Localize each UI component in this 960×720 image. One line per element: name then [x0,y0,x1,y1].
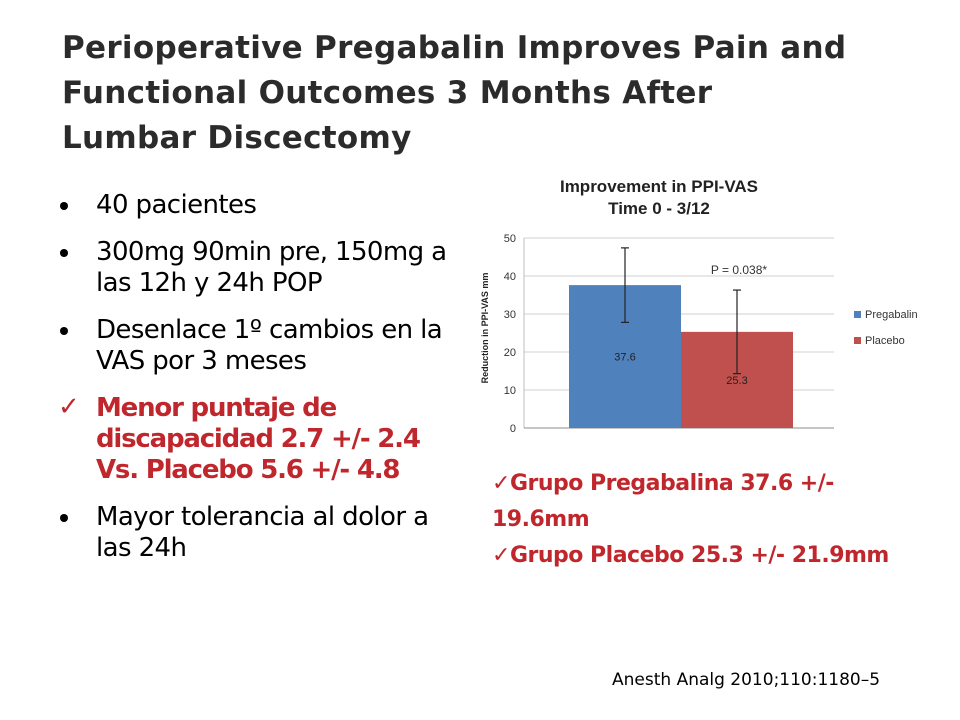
result-item: ✓Grupo Pregabalina 37.6 +/- 19.6mm [492,466,892,538]
plot-area: 0 10 20 30 40 50 37.6 25.3 P = 0.038* [504,233,834,435]
bullet-item: Desenlace 1º cambios en la VAS por 3 mes… [58,315,468,377]
bar-chart: Improvement in PPI-VAS Time 0 - 3/12 Red… [480,177,918,435]
legend-swatch [854,311,861,318]
data-label: 25.3 [726,375,747,387]
title-line-1: Perioperative Pregabalin Improves Pain a… [62,30,847,66]
bullet-text: 40 pacientes [96,190,257,220]
checkmark-icon: ✓ [492,471,510,496]
chart-title-line-1: Improvement in PPI-VAS [560,177,758,196]
bullet-text: Menor puntaje de discapacidad 2.7 +/- 2.… [96,393,421,485]
result-item: ✓Grupo Placebo 25.3 +/- 21.9mm [492,538,892,574]
chart-title-line-2: Time 0 - 3/12 [608,199,710,218]
y-tick-label: 30 [504,309,516,321]
y-tick-label: 40 [504,271,516,283]
y-axis-label: Reduction in PPI-VAS mm [480,273,490,384]
checkmark-icon: ✓ [492,543,510,568]
citation: Anesth Analg 2010;110:1180–5 [612,670,881,690]
bullet-item: 40 pacientes [58,190,468,221]
chart-legend: Pregabalin Placebo [854,309,918,347]
data-label: 37.6 [614,352,635,364]
result-text: Grupo Placebo 25.3 +/- 21.9mm [509,543,889,568]
checkmark-icon: ✓ [58,392,80,422]
legend-label: Pregabalin [865,309,918,321]
y-tick-label: 0 [510,423,516,435]
bullet-text: 300mg 90min pre, 150mg a las 12h y 24h P… [96,237,447,298]
result-list: ✓Grupo Pregabalina 37.6 +/- 19.6mm ✓Grup… [492,466,892,574]
title-line-3: Lumbar Discectomy [62,120,412,156]
y-tick-label: 10 [504,385,516,397]
result-text: Grupo Pregabalina 37.6 +/- 19.6mm [492,471,834,532]
legend-label: Placebo [865,335,905,347]
y-tick-label: 20 [504,347,516,359]
legend-swatch [854,337,861,344]
bullet-text: Desenlace 1º cambios en la VAS por 3 mes… [96,315,443,376]
title-line-2: Functional Outcomes 3 Months After [62,75,713,111]
slide-title: Perioperative Pregabalin Improves Pain a… [62,26,942,161]
y-tick-label: 50 [504,233,516,245]
p-value-annotation: P = 0.038* [711,263,767,277]
bullet-item: 300mg 90min pre, 150mg a las 12h y 24h P… [58,237,468,299]
bullet-list: 40 pacientes 300mg 90min pre, 150mg a la… [58,190,468,580]
bullet-text: Mayor tolerancia al dolor a las 24h [96,502,429,563]
bullet-item-highlight: ✓ Menor puntaje de discapacidad 2.7 +/- … [58,392,468,486]
bullet-item: Mayor tolerancia al dolor a las 24h [58,502,468,564]
